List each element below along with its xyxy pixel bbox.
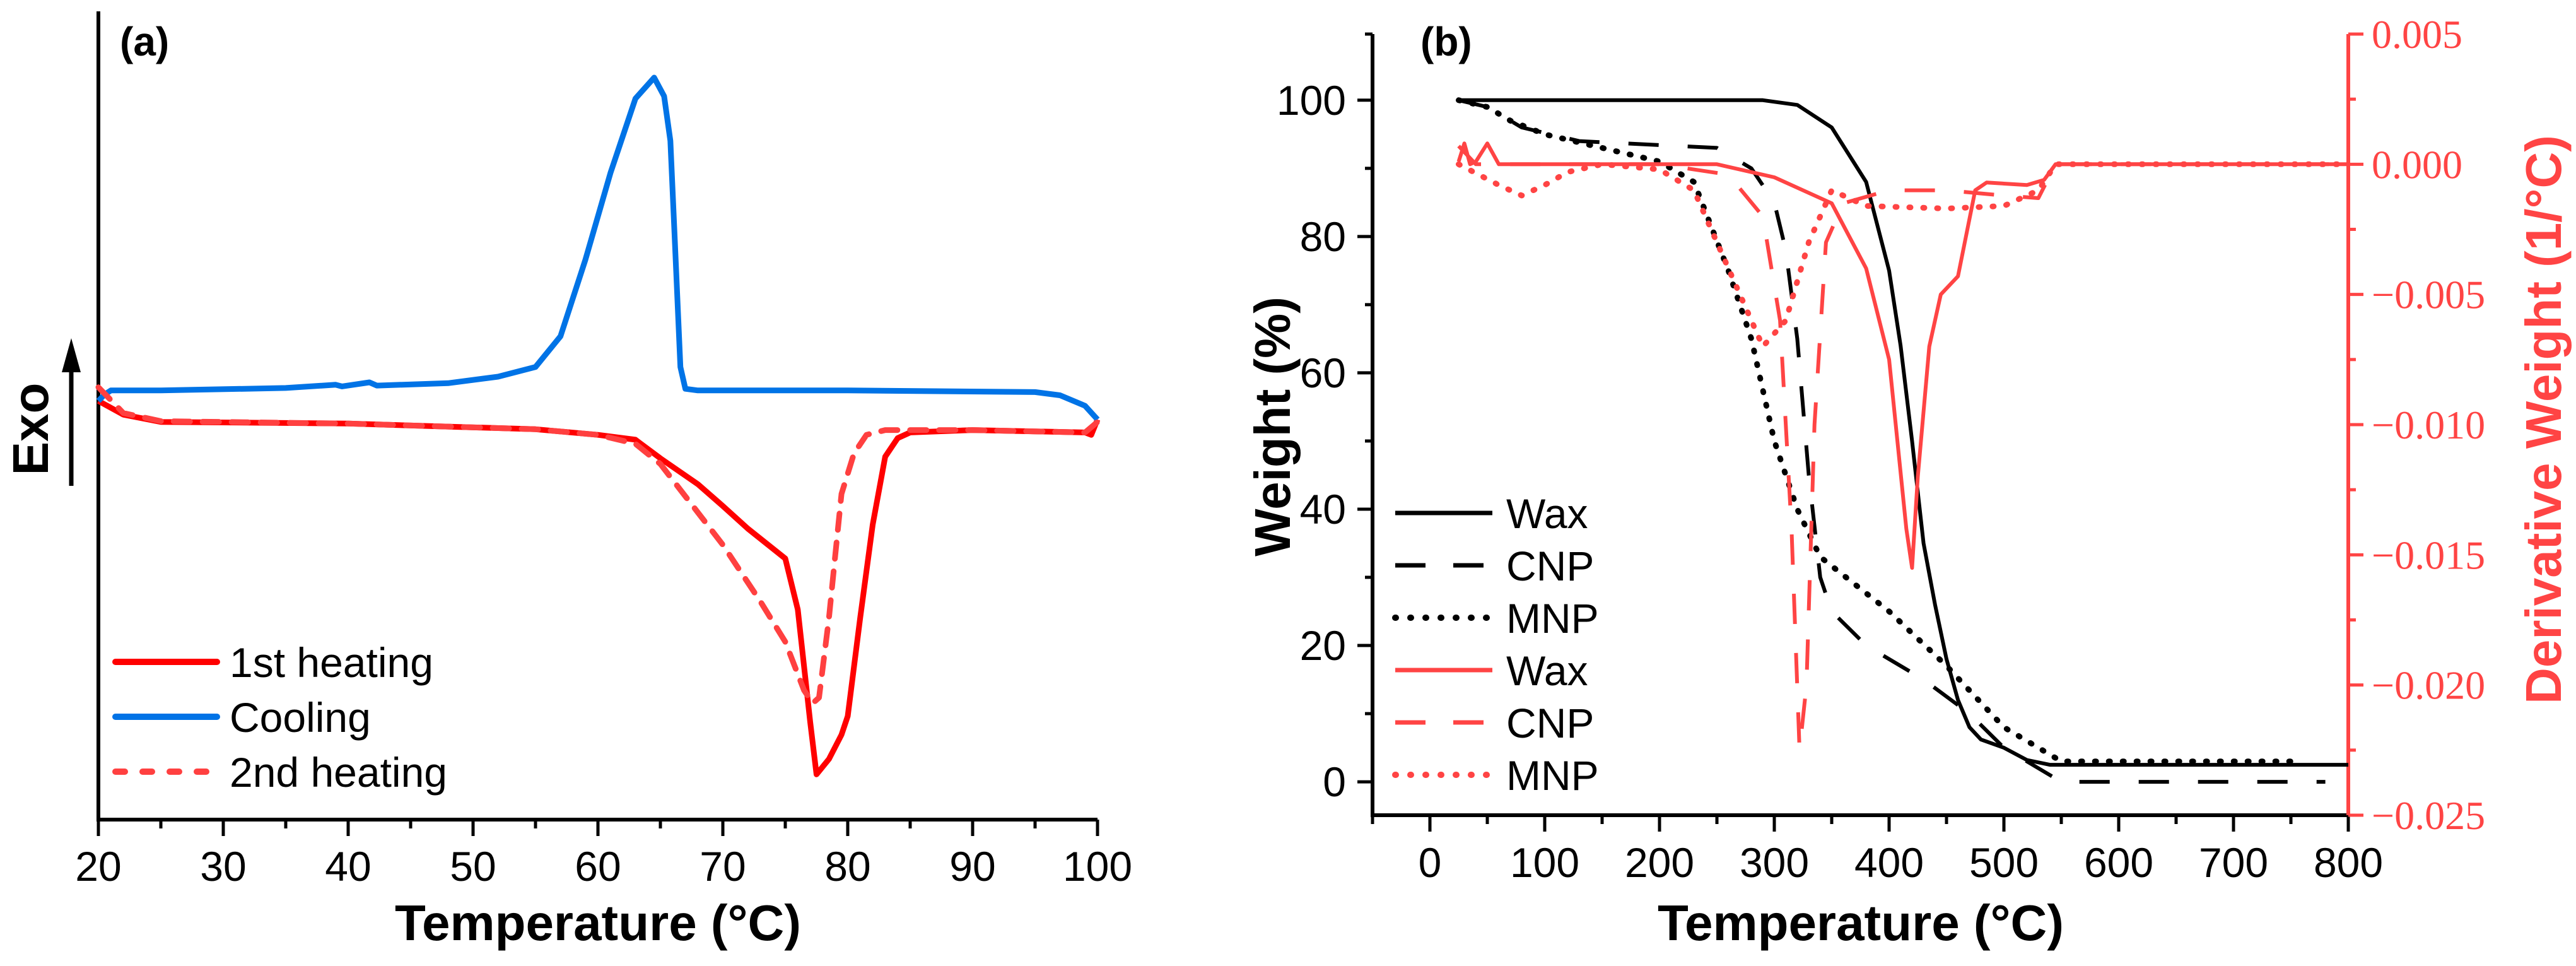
- y-tick-label: 40: [1300, 486, 1346, 533]
- y-tick-label: 60: [1300, 350, 1346, 396]
- y2-tick-label: 0.000: [2372, 142, 2462, 187]
- series-line-left-mnp: [1456, 97, 2305, 765]
- y2-tick-label: −0.005: [2372, 273, 2485, 317]
- y2-tick-label: −0.025: [2372, 793, 2485, 838]
- legend-label: Wax: [1506, 647, 1588, 694]
- panel-b-label: (b): [1420, 19, 1472, 64]
- panel-b-tga-chart: (b) Temperature (°C) Weight (%) Derivati…: [1244, 12, 2572, 951]
- series-line-2nd-heating: [95, 384, 1101, 706]
- x-tick-label: 200: [1625, 839, 1694, 886]
- legend-label: 2nd heating: [230, 749, 447, 796]
- panel-b-y2-axis-title: Derivative Weight (1/°C): [2515, 135, 2572, 704]
- x-tick-label: 20: [75, 843, 121, 890]
- panel-a-dsc-chart: (a) Temperature (°C) Exo 20 30 40 50 60 70 80 9…: [3, 11, 1132, 951]
- y2-tick-label: 0.005: [2372, 12, 2462, 57]
- panel-b-x-axis-title: Temperature (°C): [1658, 895, 2064, 951]
- x-tick-label: 80: [824, 843, 870, 890]
- x-tick-label: 90: [949, 843, 995, 890]
- series-line-left-wax: [1458, 98, 2348, 767]
- series-line-right-cnp: [1457, 144, 2348, 752]
- panel-b-y-axis-title: Weight (%): [1244, 297, 1301, 557]
- x-tick-label: 100: [1510, 839, 1579, 886]
- legend-label: CNP: [1506, 543, 1594, 589]
- series-line-right-wax: [1456, 141, 2348, 570]
- panel-a-x-axis-title: Temperature (°C): [395, 895, 801, 951]
- exo-arrow-icon: [62, 338, 81, 486]
- x-tick-label: 100: [1063, 843, 1132, 890]
- y-tick-label: 0: [1323, 758, 1346, 805]
- x-tick-label: 40: [325, 843, 371, 890]
- legend-label: CNP: [1506, 700, 1594, 746]
- x-tick-label: 0: [1419, 839, 1442, 886]
- y-tick-label: 80: [1300, 213, 1346, 260]
- series-line-cooling: [96, 74, 1100, 421]
- x-tick-label: 700: [2199, 839, 2268, 886]
- y2-tick-label: −0.020: [2372, 663, 2485, 708]
- y-tick-label: 20: [1300, 622, 1346, 669]
- legend-label: MNP: [1506, 595, 1599, 642]
- legend-label: Wax: [1506, 490, 1588, 537]
- series-line-left-cnp: [1458, 98, 2326, 784]
- x-tick-label: 70: [700, 843, 746, 890]
- x-tick-label: 30: [200, 843, 246, 890]
- legend-label: MNP: [1506, 752, 1599, 799]
- legend-label: 1st heating: [230, 639, 433, 686]
- y2-tick-label: −0.010: [2372, 403, 2485, 447]
- x-tick-label: 50: [450, 843, 496, 890]
- x-tick-label: 300: [1740, 839, 1809, 886]
- x-tick-label: 800: [2314, 839, 2383, 886]
- legend-label: Cooling: [230, 694, 371, 741]
- x-tick-label: 400: [1854, 839, 1924, 886]
- y2-tick-label: −0.015: [2372, 533, 2485, 577]
- y-tick-label: 100: [1277, 77, 1346, 124]
- x-tick-label: 60: [575, 843, 621, 890]
- panel-a-label: (a): [120, 19, 169, 64]
- x-tick-label: 600: [2084, 839, 2153, 886]
- series-line-right-mnp: [1456, 161, 2351, 350]
- panel-a-y-axis-title: Exo: [3, 383, 59, 476]
- x-tick-label: 500: [1969, 839, 2039, 886]
